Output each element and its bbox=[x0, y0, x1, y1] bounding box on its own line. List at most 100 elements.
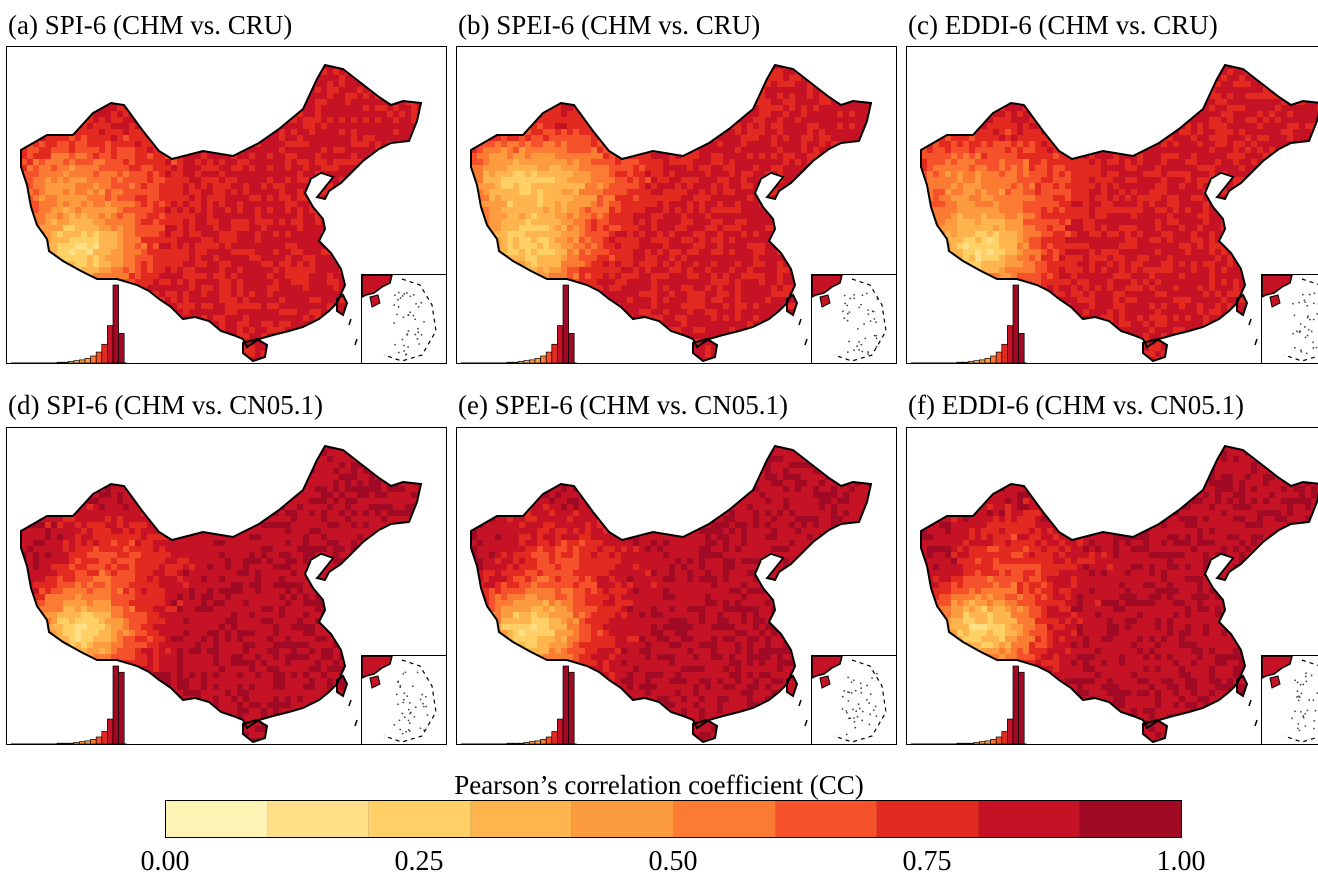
histogram-bar bbox=[74, 361, 80, 363]
inset-island-dot bbox=[401, 339, 403, 341]
inset-island-dot bbox=[1294, 314, 1296, 316]
histogram-bar bbox=[63, 362, 69, 363]
inset-island-dot bbox=[409, 295, 411, 297]
inset-island-dot bbox=[875, 321, 877, 323]
inset-island-dot bbox=[862, 294, 864, 296]
histogram-bar bbox=[546, 737, 552, 744]
inset-island-dot bbox=[876, 298, 878, 300]
histogram-bar bbox=[974, 361, 980, 363]
histogram-bar bbox=[96, 737, 102, 744]
histogram-bar bbox=[507, 362, 513, 363]
inset-island-dot bbox=[849, 311, 851, 313]
inset-island-dot bbox=[1302, 715, 1304, 717]
inset-island-dot bbox=[412, 315, 414, 317]
cc-histogram bbox=[461, 285, 577, 363]
inset-island-dot bbox=[417, 331, 419, 333]
inset-island-dot bbox=[1313, 720, 1315, 722]
inset-island-dot bbox=[844, 295, 846, 297]
inset-island-dot bbox=[403, 345, 405, 347]
inset-island-dot bbox=[846, 305, 848, 307]
island-mark bbox=[805, 720, 807, 726]
inset-island-dot bbox=[1292, 303, 1294, 305]
histogram-bar bbox=[1013, 285, 1019, 363]
histogram-bar bbox=[74, 742, 80, 744]
histogram-bar bbox=[513, 362, 519, 363]
inset-island-dot bbox=[1297, 690, 1299, 692]
inset-island-dot bbox=[1313, 347, 1315, 349]
inset-island-dot bbox=[873, 311, 875, 313]
inset-island-dot bbox=[858, 703, 860, 705]
island-mark bbox=[1249, 700, 1251, 706]
inset-island-dot bbox=[1301, 692, 1303, 694]
inset-island-dot bbox=[875, 335, 877, 337]
inset-island-dot bbox=[869, 713, 871, 715]
inset-island-dot bbox=[425, 696, 427, 698]
inset-island-dot bbox=[394, 344, 396, 346]
colorbar-tick-2: 0.50 bbox=[649, 846, 698, 878]
inset-island-dot bbox=[402, 733, 404, 735]
histogram-bar bbox=[96, 352, 102, 363]
colorbar-tick-1: 0.25 bbox=[395, 846, 444, 878]
histogram-bar bbox=[546, 352, 552, 363]
island-mark bbox=[349, 319, 351, 325]
histogram-bar bbox=[996, 352, 1002, 363]
inset-island-dot bbox=[397, 299, 399, 301]
inset-island-dot bbox=[858, 349, 860, 351]
inset-island-dot bbox=[420, 699, 422, 701]
inset-island-dot bbox=[425, 706, 427, 708]
inset-island-dot bbox=[409, 722, 411, 724]
colorbar-segment-9 bbox=[1080, 801, 1181, 837]
inset-island-dot bbox=[403, 350, 405, 352]
inset-island-dot bbox=[1300, 684, 1302, 686]
histogram-bar bbox=[63, 743, 69, 744]
inset-island-dot bbox=[860, 692, 862, 694]
histogram-bar bbox=[985, 741, 991, 744]
inset-island-dot bbox=[853, 294, 855, 296]
inset-island-dot bbox=[1309, 294, 1311, 296]
colorbar bbox=[165, 800, 1182, 838]
island-mark bbox=[805, 339, 807, 345]
inset-island-dot bbox=[399, 729, 401, 731]
inset-island-dot bbox=[408, 330, 410, 332]
inset-island-dot bbox=[846, 712, 848, 714]
histogram-bar bbox=[974, 742, 980, 744]
inset-island-dot bbox=[858, 307, 860, 309]
inset-island-dot bbox=[397, 681, 399, 683]
inset-island-dot bbox=[857, 328, 859, 330]
inset-island-dot bbox=[867, 313, 869, 315]
inset-hainan bbox=[1270, 295, 1280, 307]
inset-island-dot bbox=[398, 306, 400, 308]
island-mark bbox=[1255, 720, 1257, 726]
panel-title-e: (e) SPEI-6 (CHM vs. CN05.1) bbox=[458, 392, 788, 419]
inset-island-dot bbox=[415, 706, 417, 708]
inset-island-dot bbox=[1291, 717, 1293, 719]
inset-island-dot bbox=[1306, 353, 1308, 355]
panel-title-f: (f) EDDI-6 (CHM vs. CN05.1) bbox=[908, 392, 1244, 419]
histogram-bar bbox=[979, 360, 985, 363]
inset-island-dot bbox=[861, 351, 863, 353]
histogram-bar bbox=[91, 739, 97, 744]
inset-island-dot bbox=[848, 700, 850, 702]
histogram-bar bbox=[552, 344, 558, 363]
inset-island-dot bbox=[1305, 681, 1307, 683]
inset-island-dot bbox=[393, 724, 395, 726]
inset-island-dot bbox=[1313, 699, 1315, 701]
histogram-bar bbox=[957, 362, 963, 363]
inset-island-dot bbox=[846, 733, 848, 735]
inset-island-dot bbox=[867, 309, 869, 311]
inset-island-dot bbox=[1296, 696, 1298, 698]
histogram-bar bbox=[541, 739, 547, 744]
inset-island-dot bbox=[844, 303, 846, 305]
inset-island-dot bbox=[408, 729, 410, 731]
inset-island-dot bbox=[1304, 326, 1306, 328]
inset-island-dot bbox=[874, 335, 876, 337]
inset-island-dot bbox=[854, 721, 856, 723]
island-mark bbox=[349, 700, 351, 706]
histogram-bar bbox=[119, 672, 125, 744]
histogram-bar bbox=[991, 739, 997, 744]
inset-island-dot bbox=[423, 706, 425, 708]
histogram-bar bbox=[119, 333, 125, 363]
inset-island-dot bbox=[876, 337, 878, 339]
inset-island-dot bbox=[406, 292, 408, 294]
inset-island-dot bbox=[405, 353, 407, 355]
